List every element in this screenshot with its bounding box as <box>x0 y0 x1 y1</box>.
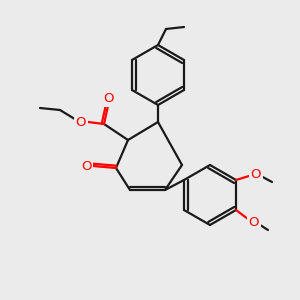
Text: O: O <box>249 215 259 229</box>
Text: O: O <box>76 116 86 128</box>
Text: O: O <box>103 92 113 106</box>
Text: O: O <box>251 167 261 181</box>
Text: O: O <box>81 160 91 172</box>
